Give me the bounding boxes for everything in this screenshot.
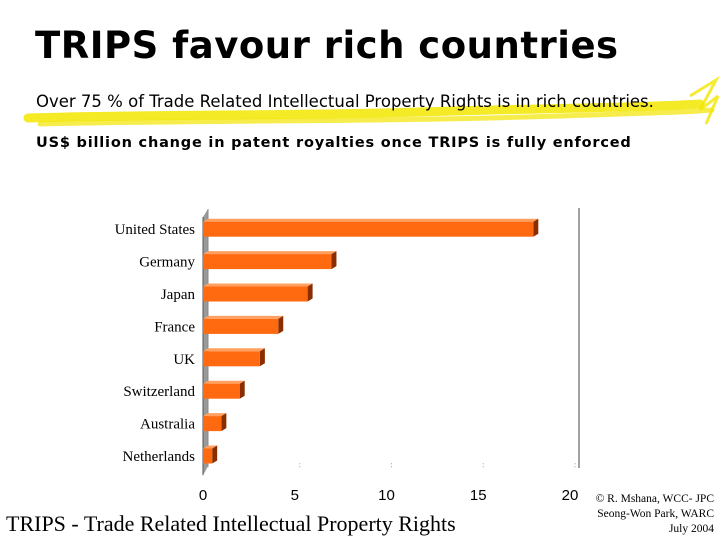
x-tick-label: 10	[378, 487, 395, 504]
bar-front	[203, 351, 260, 367]
bar-front	[203, 254, 332, 270]
bar-front	[203, 286, 308, 302]
bar-side	[331, 251, 337, 270]
bar-top	[203, 380, 245, 384]
bar-top	[203, 348, 265, 352]
category-label: Australia	[140, 417, 195, 433]
category-label: France	[154, 319, 195, 335]
bar-front	[203, 318, 279, 334]
bar-side	[278, 315, 284, 334]
bar-top	[203, 251, 337, 255]
x-tick-label: 15	[470, 487, 487, 504]
bar-side	[212, 445, 218, 464]
footer-note: TRIPS - Trade Related Intellectual Prope…	[6, 511, 456, 536]
bar	[203, 251, 337, 270]
bar-top	[203, 283, 313, 287]
bar-side	[239, 380, 245, 399]
chart-left-wall	[203, 209, 208, 476]
category-label: United States	[115, 222, 196, 238]
bar-side	[307, 283, 313, 302]
bar	[203, 348, 265, 367]
slide-title: TRIPS favour rich countries	[35, 24, 619, 67]
bar-side	[221, 413, 227, 432]
x-tick-label: 0	[199, 487, 207, 504]
credit-block: © R. Mshana, WCC- JPC Seong-Won Park, WA…	[596, 492, 714, 537]
bar-top	[203, 218, 539, 222]
x-tick-label: 5	[291, 487, 299, 504]
bar	[203, 315, 284, 334]
bar-front	[203, 448, 213, 464]
bar-side	[259, 348, 265, 367]
chart-title: US$ billion change in patent royalties o…	[36, 135, 632, 151]
credit-line: July 2004	[668, 523, 714, 535]
credit-line: Seong-Won Park, WARC	[597, 508, 714, 520]
chart-bars	[203, 218, 539, 464]
bar-front	[203, 416, 222, 432]
bar-front	[203, 383, 240, 399]
chart-category-labels: United States Germany Japan France UK Switzer…	[115, 222, 196, 465]
category-label: Netherlands	[123, 449, 196, 465]
category-label: Japan	[161, 287, 196, 303]
bar-side	[533, 218, 539, 237]
bar-top	[203, 445, 218, 449]
chart-x-ticks: 0 5 10 15 20	[199, 487, 579, 504]
chart-frame	[202, 208, 580, 476]
slide-subtitle: Over 75 % of Trade Related Intellectual …	[36, 92, 654, 111]
bar	[203, 283, 313, 302]
x-tick-label: 20	[562, 487, 579, 504]
bar	[203, 413, 227, 432]
category-label: UK	[173, 352, 195, 368]
bar	[203, 218, 539, 237]
category-label: Switzerland	[123, 384, 195, 400]
bar	[203, 380, 245, 399]
category-label: Germany	[139, 255, 195, 271]
credit-line: © R. Mshana, WCC- JPC	[595, 493, 714, 505]
bar-top	[203, 315, 284, 319]
bar	[203, 445, 218, 464]
bar-top	[203, 413, 227, 417]
bar-front	[203, 221, 534, 237]
